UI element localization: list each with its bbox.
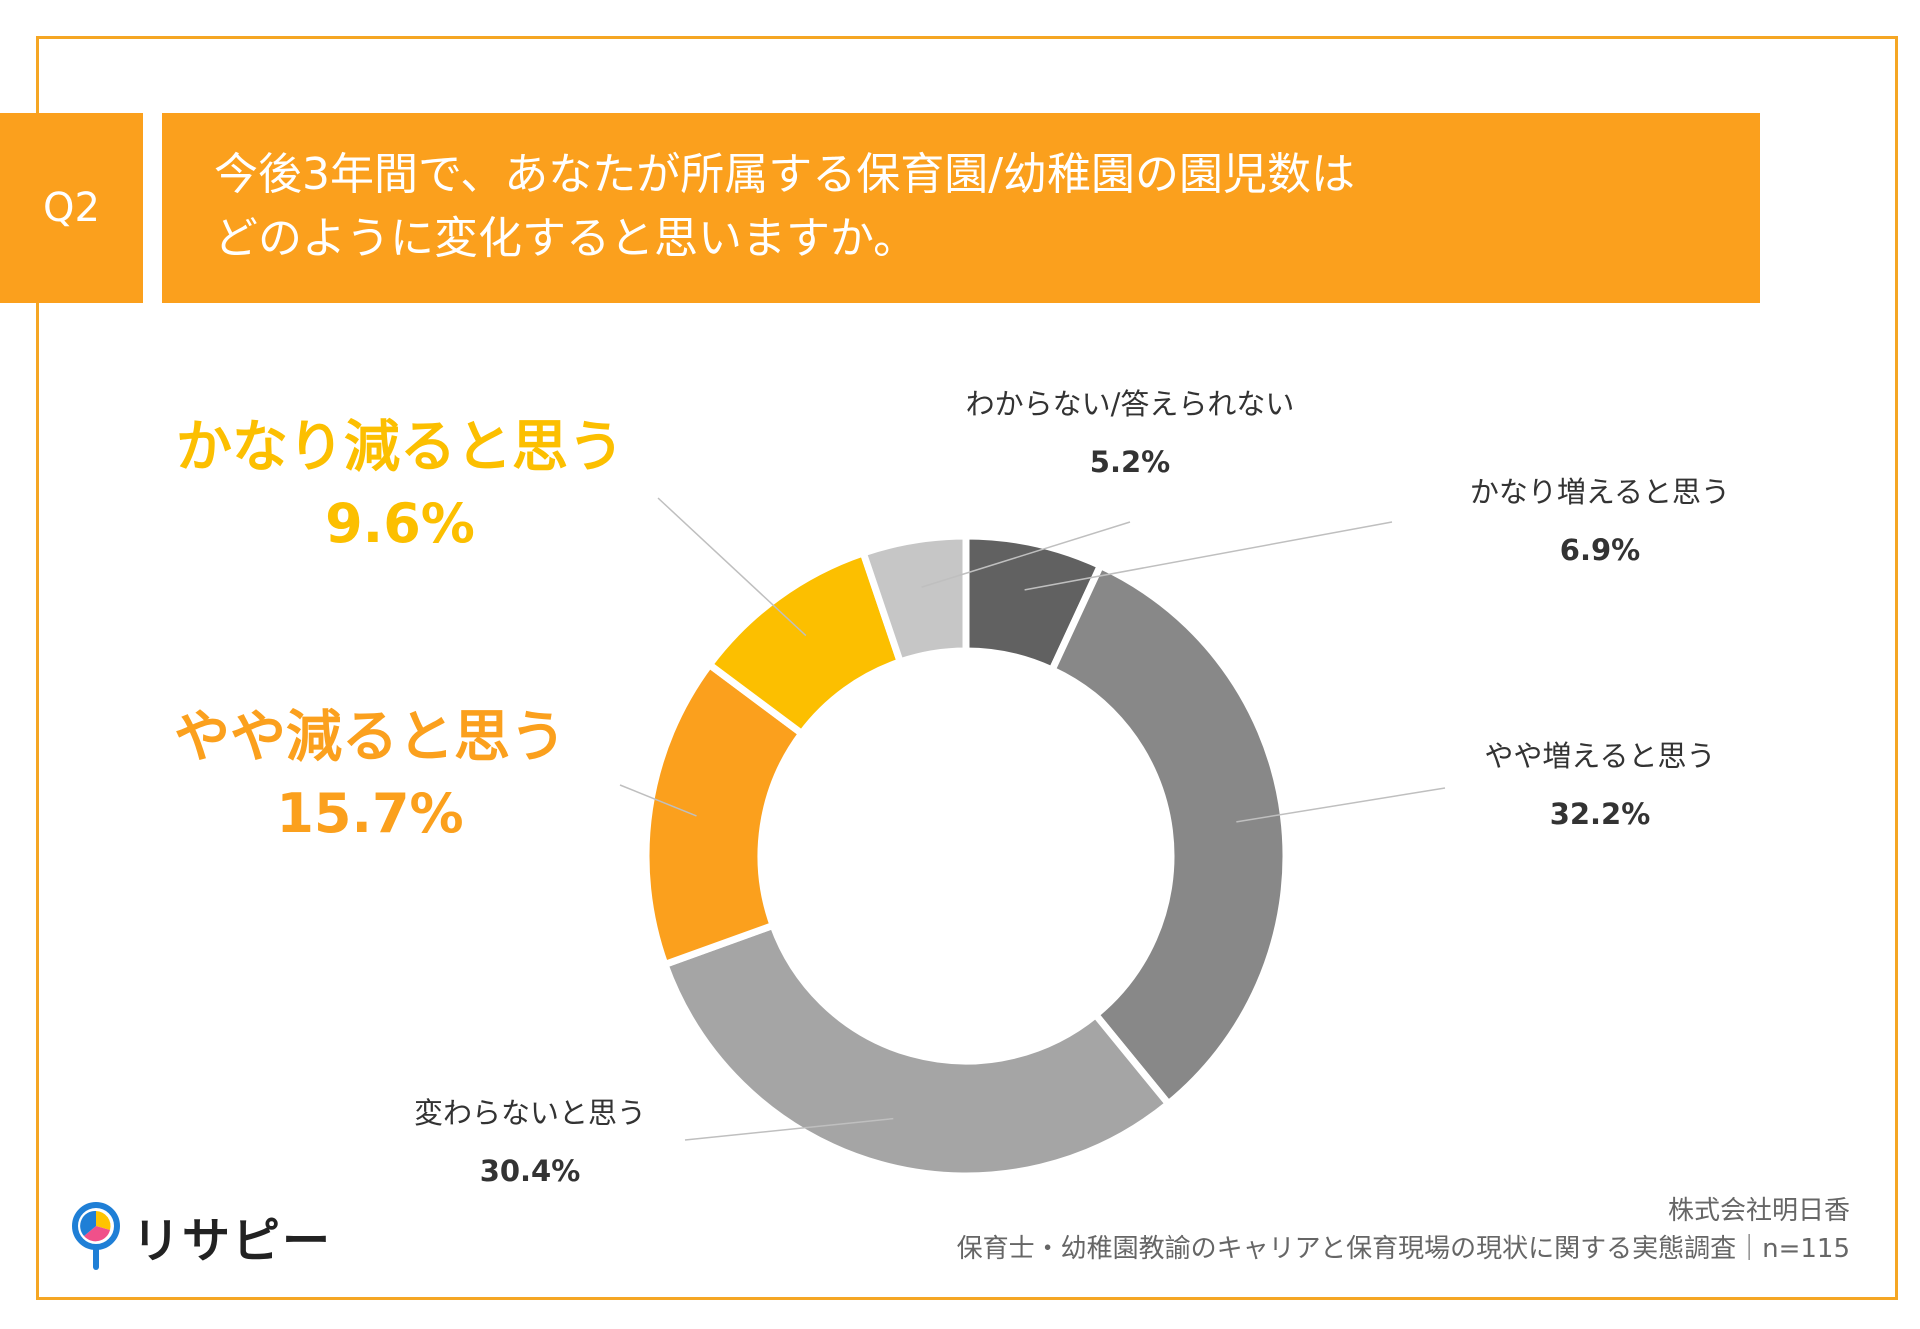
question-number-badge: Q2: [0, 113, 143, 303]
leader-kawaranai: [684, 1117, 894, 1141]
label-kawaranai-value: 30.4%: [479, 1154, 581, 1188]
question-title-line-1: 今後3年間で、あなたが所属する保育園/幼稚園の園児数は: [214, 149, 1356, 200]
slice-kawaranai: [660, 920, 1174, 1180]
callout-yaya-heru: やや減ると思う 15.7%: [120, 700, 620, 852]
leader-kanari-fueru: [1024, 521, 1393, 591]
logo-text: リサピー: [132, 1213, 333, 1269]
label-yaya-fueru: やや増えると思う 32.2%: [1410, 727, 1790, 843]
leader-wakaranai: [921, 521, 1131, 588]
label-kanari-fueru: かなり増えると思う 6.9%: [1400, 463, 1800, 579]
slice-yaya-heru: [642, 659, 807, 969]
label-wakaranai: わからない/答えられない 5.2%: [900, 375, 1360, 491]
callout-yaya-heru-value: 15.7%: [276, 782, 464, 845]
slice-wakaranai: [858, 532, 970, 667]
outer-frame: [36, 36, 1898, 1300]
brand-logo: リサピー: [70, 1200, 332, 1272]
footer: 株式会社明日香 保育士・幼稚園教諭のキャリアと保育現場の現状に関する実態調査｜n…: [957, 1192, 1850, 1268]
callout-kanari-heru: かなり減ると思う 9.6%: [150, 410, 650, 562]
callout-kanari-heru-value: 9.6%: [325, 492, 475, 555]
label-yaya-fueru-text: やや増えると思う: [1484, 739, 1716, 773]
label-kanari-fueru-value: 6.9%: [1559, 533, 1641, 567]
leader-yaya-fueru: [1236, 787, 1446, 823]
callout-yaya-heru-label: やや減ると思う: [174, 705, 566, 770]
question-title-line-2: どのように変化すると思いますか。: [214, 213, 918, 264]
slice-yaya-fueru: [1047, 560, 1290, 1109]
label-kanari-fueru-text: かなり増えると思う: [1469, 475, 1731, 509]
label-wakaranai-value: 5.2%: [1089, 445, 1171, 479]
magnifier-pie-icon: [72, 1202, 120, 1270]
callout-kanari-heru-label: かなり減ると思う: [176, 415, 624, 480]
label-wakaranai-text: わからない/答えられない: [965, 387, 1295, 421]
leader-yaya-heru: [619, 784, 697, 817]
leader-kanari-heru: [657, 497, 807, 637]
label-kawaranai-text: 変わらないと思う: [413, 1096, 646, 1130]
footer-survey: 保育士・幼稚園教諭のキャリアと保育現場の現状に関する実態調査｜n=115: [956, 1234, 1850, 1264]
label-kawaranai: 変わらないと思う 30.4%: [360, 1084, 700, 1200]
question-title: 今後3年間で、あなたが所属する保育園/幼稚園の園児数は どのように変化すると思い…: [162, 113, 1760, 303]
footer-company: 株式会社明日香: [1667, 1196, 1850, 1226]
label-yaya-fueru-value: 32.2%: [1549, 797, 1651, 831]
